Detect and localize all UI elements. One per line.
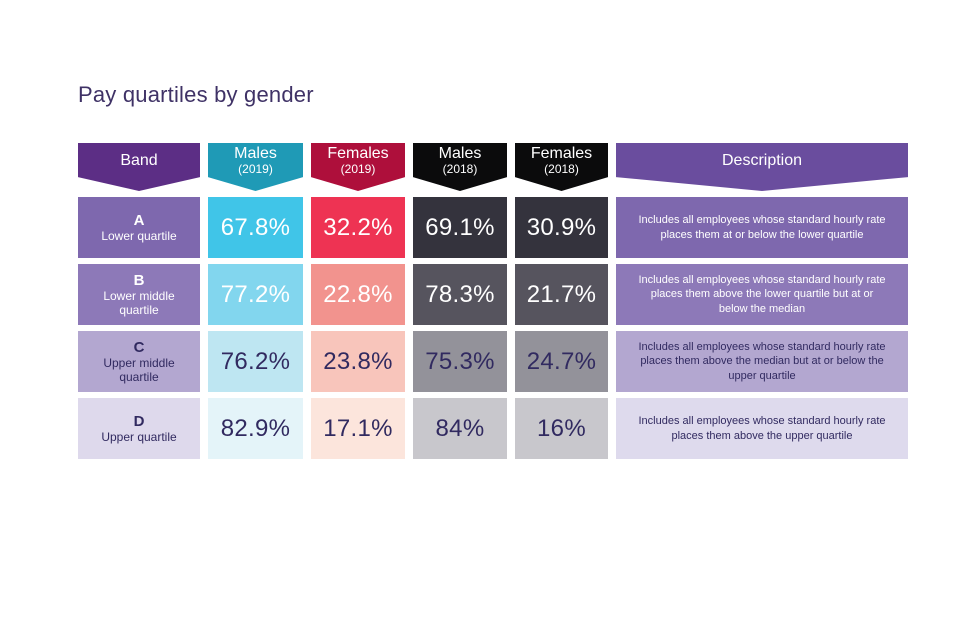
column-header-females-2019: Females (2019) <box>311 143 405 191</box>
band-cell-c: C Upper middle quartile <box>78 331 200 392</box>
column-header-males-2018: Males (2018) <box>413 143 507 191</box>
band-letter: B <box>133 271 145 289</box>
males-2018-value: 69.1% <box>413 197 507 258</box>
males-2019-value: 76.2% <box>208 331 303 392</box>
band-cell-d: D Upper quartile <box>78 398 200 459</box>
males-2019-value: 67.8% <box>208 197 303 258</box>
column-header-label: Description <box>721 151 803 169</box>
column-header-label: Males <box>438 145 482 162</box>
column-header-sublabel: (2019) <box>340 161 376 176</box>
band-label: Lower middle quartile <box>103 288 175 317</box>
description-cell: Includes all employees whose standard ho… <box>616 398 908 459</box>
females-2019-value: 17.1% <box>311 398 405 459</box>
pay-quartiles-table: Band Males (2019) Females (2019) Males (… <box>78 143 908 459</box>
band-cell-b: B Lower middle quartile <box>78 264 200 325</box>
column-header-males-2019: Males (2019) <box>208 143 303 191</box>
band-letter: D <box>133 412 145 430</box>
column-header-sublabel: (2018) <box>544 161 579 176</box>
band-letter: C <box>133 338 145 356</box>
males-2018-value: 78.3% <box>413 264 507 325</box>
females-2019-value: 32.2% <box>311 197 405 258</box>
column-header-label: Females <box>327 145 389 162</box>
column-header-sublabel: (2018) <box>442 161 478 176</box>
males-2019-value: 82.9% <box>208 398 303 459</box>
page-title: Pay quartiles by gender <box>78 82 314 107</box>
column-header-label: Band <box>120 151 158 169</box>
column-header-sublabel: (2019) <box>238 161 273 176</box>
females-2018-value: 24.7% <box>515 331 608 392</box>
description-cell: Includes all employees whose standard ho… <box>616 197 908 258</box>
column-header-description: Description <box>616 143 908 191</box>
males-2018-value: 84% <box>413 398 507 459</box>
column-header-label: Females <box>530 145 593 162</box>
females-2018-value: 16% <box>515 398 608 459</box>
band-cell-a: A Lower quartile <box>78 197 200 258</box>
band-label: Upper middle quartile <box>103 355 175 384</box>
description-cell: Includes all employees whose standard ho… <box>616 331 908 392</box>
description-cell: Includes all employees whose standard ho… <box>616 264 908 325</box>
females-2019-value: 23.8% <box>311 331 405 392</box>
band-label: Lower quartile <box>101 228 177 243</box>
females-2019-value: 22.8% <box>311 264 405 325</box>
females-2018-value: 30.9% <box>515 197 608 258</box>
males-2018-value: 75.3% <box>413 331 507 392</box>
column-header-band: Band <box>78 143 200 191</box>
column-header-females-2018: Females (2018) <box>515 143 608 191</box>
males-2019-value: 77.2% <box>208 264 303 325</box>
column-header-label: Males <box>234 145 277 162</box>
females-2018-value: 21.7% <box>515 264 608 325</box>
band-letter: A <box>133 211 145 229</box>
band-label: Upper quartile <box>101 429 177 444</box>
